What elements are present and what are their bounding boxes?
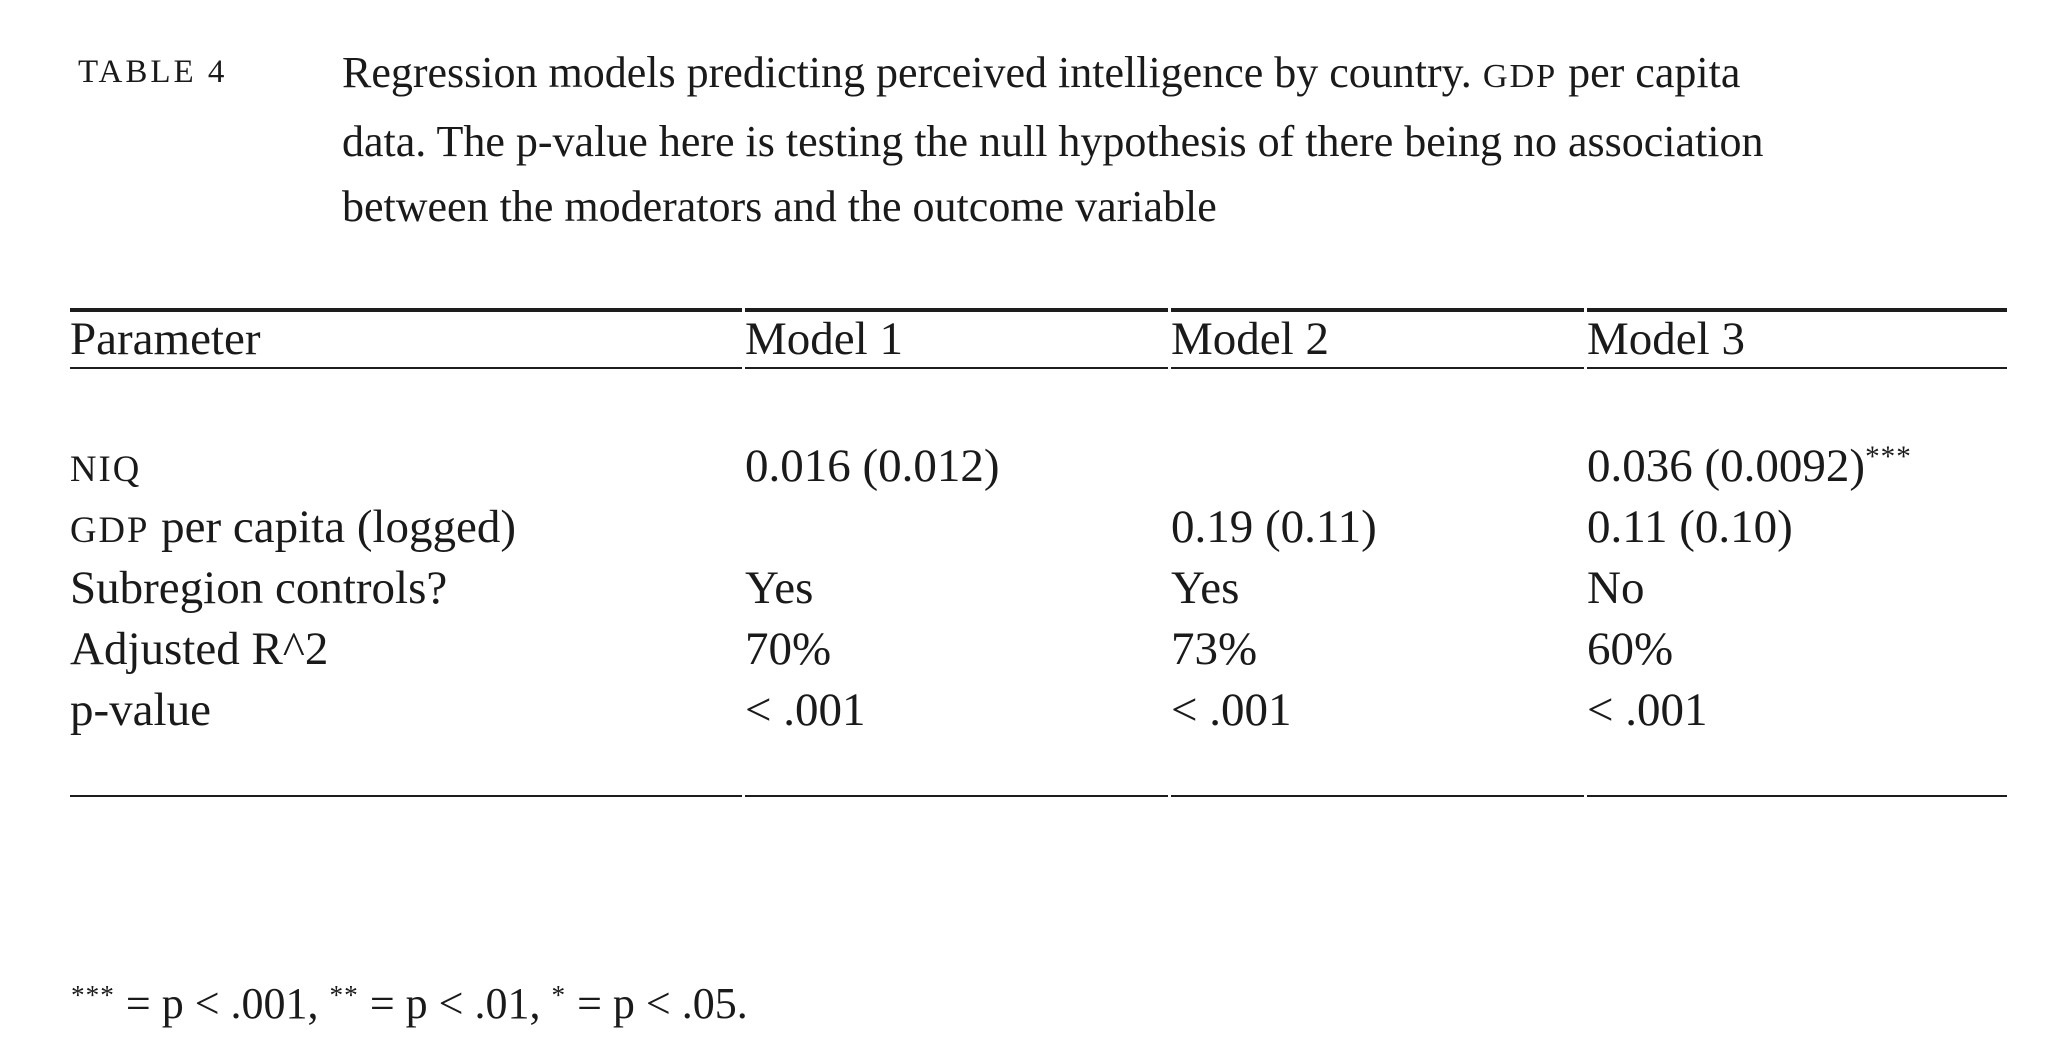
caption-line-3: between the moderators and the outcome v… [342,182,1217,231]
cell-model-3: 60% [1587,622,2007,683]
cell-model-1: Yes [745,561,1168,622]
cell-model-2 [1171,369,1584,500]
row-label-smallcaps: GDP [70,509,150,550]
cell-value: No [1587,562,1645,614]
cell-value: 0.11 (0.10) [1587,501,1793,553]
table-row-subregion: Subregion controls? Yes Yes No [70,561,2007,622]
cell-value: 0.016 (0.012) [745,440,1000,492]
footnote-text-3: = p < .05. [566,979,748,1028]
cell-value: 0.19 (0.11) [1171,501,1377,553]
cell-model-2: Yes [1171,561,1584,622]
row-label-rest: Subregion controls? [70,562,448,614]
table-row-gdp: GDP per capita (logged) 0.19 (0.11) 0.11… [70,500,2007,561]
table-caption-text: Regression models predicting perceived i… [342,40,1764,239]
cell-model-2: 73% [1171,622,1584,683]
cell-model-3: No [1587,561,2007,622]
stars-two: ** [329,979,359,1010]
significance-stars: *** [1865,440,1912,473]
significance-footnote: *** = p < .001, ** = p < .01, * = p < .0… [71,976,748,1037]
cell-value: < .001 [1171,684,1292,736]
column-header-model-3: Model 3 [1587,308,2007,369]
cell-value: < .001 [1587,684,1708,736]
row-label-rest: Adjusted R^2 [70,623,329,675]
column-header-model-2: Model 2 [1171,308,1584,369]
column-header-parameter: Parameter [70,308,742,369]
table-row-niq: NIQ 0.016 (0.012) 0.036 (0.0092)*** [70,369,2007,500]
footnote-text-1: = p < .001, [114,979,330,1028]
cell-model-1 [745,500,1168,561]
cell-model-1: < .001 [745,683,1168,797]
cell-value: 73% [1171,623,1258,675]
stars-one: * [551,979,567,1010]
row-label: Adjusted R^2 [70,622,742,683]
stars-three: *** [71,979,115,1010]
caption-line-1-pre: Regression models predicting perceived i… [342,48,1483,97]
caption-line-1: Regression models predicting perceived i… [342,40,1764,109]
row-label: NIQ [70,369,742,500]
cell-model-2: 0.19 (0.11) [1171,500,1584,561]
footnote-text-2: = p < .01, [358,979,552,1028]
cell-value: Yes [745,562,814,614]
caption-line-1-smallcaps: GDP [1482,57,1558,95]
table-caption-label: TABLE 4 [78,54,228,90]
table-row-pvalue: p-value < .001 < .001 < .001 [70,683,2007,797]
cell-value: < .001 [745,684,866,736]
cell-model-3: 0.036 (0.0092)*** [1587,369,2007,500]
cell-value: Yes [1171,562,1240,614]
cell-model-1: 70% [745,622,1168,683]
caption-line-1-post: per capita [1557,48,1741,97]
regression-table: Parameter Model 1 Model 2 Model 3 NIQ 0.… [67,308,2010,797]
cell-value: 60% [1587,623,1674,675]
cell-model-2: < .001 [1171,683,1584,797]
row-label: p-value [70,683,742,797]
cell-model-3: 0.11 (0.10) [1587,500,2007,561]
row-label-rest: p-value [70,684,211,736]
row-label: GDP per capita (logged) [70,500,742,561]
caption-line-2: data. The p-value here is testing the nu… [342,117,1764,166]
row-label-smallcaps: NIQ [70,448,142,489]
cell-model-1: 0.016 (0.012) [745,369,1168,500]
cell-value: 0.036 (0.0092) [1587,440,1866,492]
cell-value: 70% [745,623,832,675]
header-row: Parameter Model 1 Model 2 Model 3 [70,308,2007,369]
table-row-adjusted-r2: Adjusted R^2 70% 73% 60% [70,622,2007,683]
column-header-model-1: Model 1 [745,308,1168,369]
row-label-rest: per capita (logged) [149,501,517,553]
table-caption: TABLE 4 Regression models predicting per… [78,40,1764,239]
cell-model-3: < .001 [1587,683,2007,797]
row-label: Subregion controls? [70,561,742,622]
